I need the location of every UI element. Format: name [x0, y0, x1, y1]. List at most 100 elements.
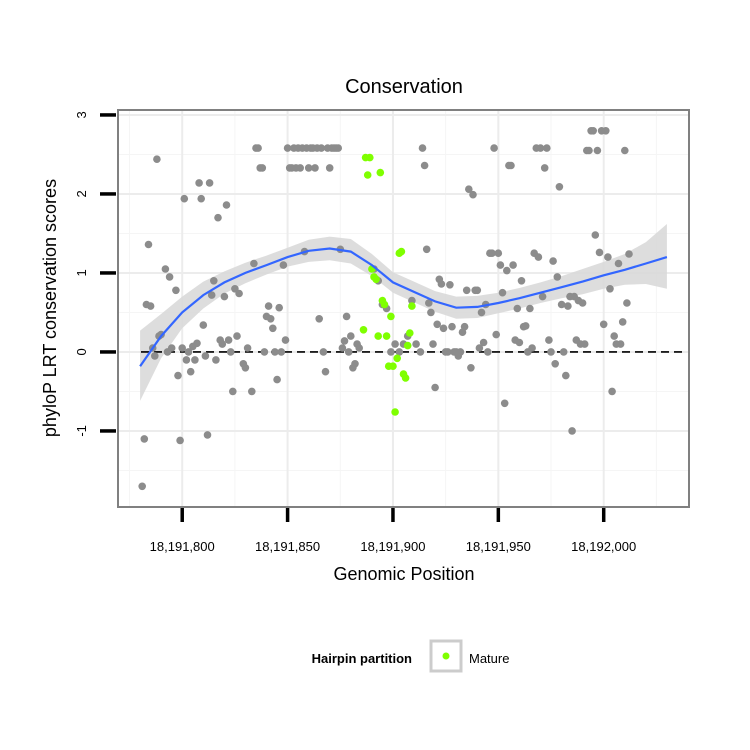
point-other-112 — [418, 144, 427, 152]
point-other-132 — [460, 322, 469, 331]
point-other-94 — [344, 348, 353, 356]
point-other-135 — [467, 364, 475, 372]
y-tick-label-4: 3 — [74, 111, 89, 118]
point-other-109 — [408, 296, 416, 305]
point-mature-11 — [382, 332, 391, 340]
point-mature-22 — [406, 329, 414, 337]
point-other-36 — [218, 340, 227, 348]
point-other-31 — [207, 291, 216, 299]
point-other-122 — [439, 324, 448, 333]
point-other-46 — [241, 364, 250, 372]
point-other-51 — [254, 144, 262, 152]
point-other-130 — [456, 348, 465, 356]
point-other-93 — [342, 312, 351, 321]
point-mature-7 — [374, 332, 383, 340]
point-other-113 — [420, 161, 429, 170]
plot-panel — [117, 109, 690, 508]
point-other-38 — [222, 201, 231, 209]
point-other-30 — [205, 179, 214, 187]
point-other-95 — [347, 332, 355, 340]
point-other-12 — [165, 273, 174, 281]
point-mature-14 — [389, 362, 397, 371]
point-other-188 — [578, 299, 587, 307]
point-other-117 — [429, 340, 437, 348]
x-axis-title: Genomic Position — [333, 564, 474, 584]
point-other-124 — [444, 348, 452, 356]
point-other-151 — [500, 399, 509, 408]
point-other-24 — [193, 339, 201, 348]
point-other-28 — [201, 352, 210, 360]
point-other-85 — [325, 164, 334, 172]
point-other-177 — [555, 183, 564, 191]
point-other-71 — [296, 164, 305, 172]
point-mature-8 — [376, 168, 385, 177]
point-other-47 — [243, 344, 252, 352]
point-other-181 — [564, 302, 572, 310]
point-other-126 — [448, 322, 456, 331]
point-other-25 — [195, 179, 203, 187]
point-other-39 — [224, 336, 233, 344]
point-other-6 — [151, 352, 159, 360]
point-other-53 — [258, 164, 267, 172]
point-other-37 — [220, 292, 229, 301]
point-other-21 — [186, 367, 195, 376]
point-other-82 — [319, 348, 328, 356]
point-other-164 — [528, 344, 536, 352]
point-other-26 — [197, 194, 205, 203]
point-other-138 — [473, 286, 482, 295]
smooth-line — [139, 247, 668, 367]
point-other-168 — [536, 144, 545, 152]
point-mature-16 — [393, 354, 402, 363]
point-other-193 — [589, 127, 597, 135]
point-other-60 — [273, 375, 281, 384]
point-mature-3 — [366, 153, 374, 162]
point-other-83 — [321, 367, 330, 376]
point-other-176 — [553, 273, 562, 281]
point-other-173 — [547, 348, 555, 356]
point-other-20 — [184, 348, 193, 356]
point-mature-2 — [363, 171, 372, 179]
point-other-154 — [507, 161, 515, 170]
point-other-209 — [623, 299, 631, 307]
point-other-54 — [260, 348, 269, 356]
point-other-134 — [465, 185, 473, 193]
point-other-179 — [559, 348, 568, 356]
point-other-147 — [492, 330, 501, 339]
point-other-169 — [538, 292, 547, 301]
point-mature-13 — [387, 312, 395, 321]
point-other-194 — [591, 231, 600, 239]
point-other-119 — [433, 320, 442, 329]
points-mature — [359, 153, 416, 416]
point-other-48 — [248, 387, 256, 396]
point-other-205 — [614, 259, 623, 268]
point-other-92 — [340, 337, 349, 345]
point-other-41 — [229, 387, 237, 396]
point-other-106 — [395, 348, 404, 356]
point-other-161 — [521, 322, 530, 330]
point-other-4 — [146, 302, 155, 310]
point-other-33 — [212, 356, 220, 364]
point-other-196 — [595, 248, 604, 257]
point-other-141 — [479, 338, 488, 347]
y-tick-label-1: 0 — [74, 348, 89, 355]
x-tick-label-1: 18,191,850 — [255, 539, 320, 554]
y-axis-title: phyloP LRT conservation scores — [40, 179, 60, 437]
x-tick-label-3: 18,191,950 — [466, 539, 531, 554]
point-other-155 — [509, 261, 517, 269]
point-other-34 — [214, 213, 222, 222]
legend-key — [429, 639, 463, 673]
point-other-62 — [277, 348, 286, 356]
point-other-178 — [557, 300, 566, 309]
point-other-121 — [437, 280, 446, 288]
point-other-58 — [269, 324, 277, 333]
point-other-148 — [494, 249, 503, 257]
point-other-183 — [568, 427, 576, 435]
point-other-43 — [233, 332, 241, 340]
point-other-32 — [210, 277, 218, 285]
point-other-139 — [475, 344, 484, 352]
point-other-159 — [517, 277, 526, 285]
point-other-157 — [513, 304, 522, 313]
point-other-133 — [462, 286, 471, 295]
point-other-104 — [387, 348, 395, 356]
point-other-203 — [610, 332, 618, 340]
